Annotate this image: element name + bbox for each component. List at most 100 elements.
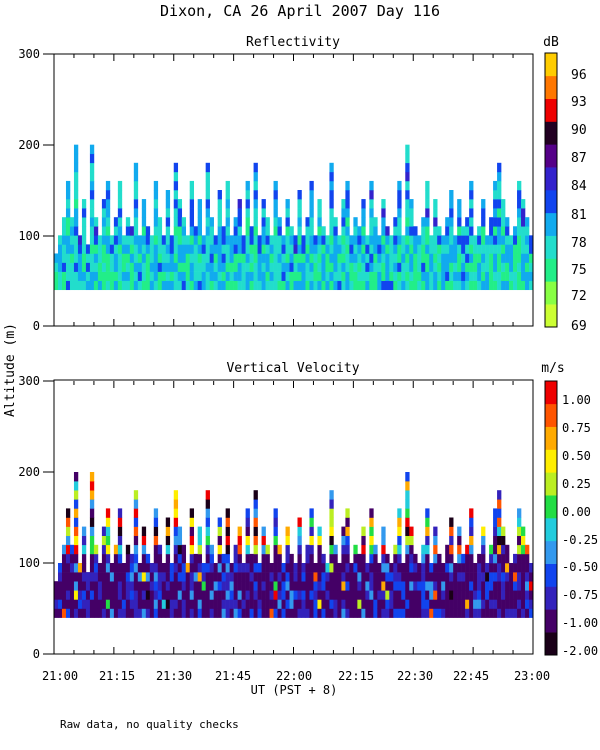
heatmap-cell — [125, 235, 131, 245]
heatmap-cell — [265, 599, 270, 609]
heatmap-cell — [185, 590, 191, 600]
heatmap-cell — [101, 563, 107, 573]
heatmap-cell — [405, 472, 410, 482]
heatmap-cell — [433, 253, 438, 263]
heatmap-cell — [265, 271, 270, 281]
heatmap-cell — [121, 563, 127, 573]
heatmap-cell — [465, 599, 470, 609]
heatmap-cell — [225, 535, 230, 546]
heatmap-cell — [89, 262, 95, 272]
heatmap-cell — [365, 262, 370, 272]
heatmap-cell — [113, 590, 119, 600]
heatmap-cell — [169, 262, 175, 272]
heatmap-cell — [409, 253, 414, 263]
heatmap-cell — [273, 544, 278, 555]
heatmap-cell — [137, 271, 143, 281]
heatmap-cell — [385, 581, 390, 591]
heatmap-cell — [301, 271, 306, 281]
heatmap-cell — [69, 226, 75, 236]
heatmap-cell — [373, 271, 378, 281]
heatmap-cell — [373, 544, 378, 555]
heatmap-cell — [229, 253, 234, 263]
heatmap-cell — [129, 590, 135, 600]
heatmap-cell — [117, 208, 123, 218]
heatmap-cell — [145, 553, 151, 564]
heatmap-cell — [421, 235, 426, 245]
heatmap-cell — [481, 526, 486, 536]
heatmap-cell — [489, 608, 494, 618]
heatmap-cell — [153, 244, 159, 254]
heatmap-cell — [93, 590, 99, 600]
heatmap-cell — [173, 235, 179, 245]
heatmap-cell — [481, 262, 486, 272]
heatmap-cell — [265, 244, 270, 254]
heatmap-cell — [233, 217, 238, 227]
heatmap-cell — [337, 244, 342, 254]
heatmap-cell — [493, 217, 498, 227]
heatmap-cell — [465, 235, 470, 245]
heatmap-cell — [381, 590, 386, 600]
heatmap-cell — [337, 235, 342, 245]
heatmap-cell — [221, 262, 226, 272]
heatmap-cell — [349, 244, 354, 254]
heatmap-cell — [425, 526, 430, 536]
heatmap-cell — [457, 217, 462, 227]
heatmap-cell — [57, 271, 63, 281]
heatmap-cell — [325, 253, 330, 263]
heatmap-cell — [529, 271, 534, 281]
heatmap-cell — [497, 253, 502, 263]
heatmap-cell — [165, 599, 171, 609]
heatmap-cell — [441, 608, 446, 618]
heatmap-cell — [89, 535, 95, 546]
heatmap-cell — [449, 271, 454, 281]
heatmap-cell — [81, 235, 87, 245]
heatmap-cell — [369, 590, 374, 600]
heatmap-cell — [101, 608, 107, 618]
heatmap-cell — [289, 235, 294, 245]
heatmap-cell — [381, 526, 386, 536]
heatmap-cell — [297, 599, 302, 609]
heatmap-cell — [505, 590, 510, 600]
heatmap-cell — [449, 581, 454, 591]
heatmap-cell — [205, 253, 210, 263]
heatmap-cell — [361, 280, 366, 291]
heatmap-cell — [461, 599, 466, 609]
heatmap-cell — [133, 262, 139, 272]
heatmap-cell — [93, 253, 99, 263]
heatmap-cell — [345, 180, 350, 191]
heatmap-cell — [89, 581, 95, 591]
heatmap-cell — [425, 535, 430, 546]
heatmap-cell — [181, 226, 187, 236]
heatmap-cell — [489, 553, 494, 564]
xtick-label-2130: 21:30 — [156, 669, 192, 683]
heatmap-cell — [265, 235, 270, 245]
heatmap-cell — [529, 590, 534, 600]
heatmap-cell — [77, 572, 83, 582]
heatmap-cell — [233, 253, 238, 263]
heatmap-cell — [261, 217, 266, 227]
heatmap-cell — [97, 608, 103, 618]
heatmap-cell — [313, 253, 318, 263]
heatmap-cell — [357, 563, 362, 573]
heatmap-cell — [189, 590, 195, 600]
heatmap-cell — [521, 235, 526, 245]
heatmap-cell — [489, 253, 494, 263]
heatmap-cell — [273, 235, 278, 245]
heatmap-cell — [241, 572, 246, 582]
heatmap-cell — [141, 280, 147, 291]
heatmap-cell — [61, 553, 67, 564]
heatmap-cell — [249, 253, 254, 263]
heatmap-cell — [397, 581, 402, 591]
heatmap-cell — [489, 271, 494, 281]
heatmap-cell — [245, 581, 250, 591]
heatmap-cell — [85, 572, 91, 582]
heatmap-cell — [54, 280, 59, 291]
heatmap-cell — [297, 526, 302, 536]
heatmap-cell — [73, 171, 79, 182]
heatmap-cell — [401, 608, 406, 618]
heatmap-cell — [165, 208, 171, 218]
heatmap-cell — [485, 590, 490, 600]
heatmap-cell — [445, 271, 450, 281]
heatmap-cell — [153, 544, 159, 555]
heatmap-cell — [205, 599, 210, 609]
